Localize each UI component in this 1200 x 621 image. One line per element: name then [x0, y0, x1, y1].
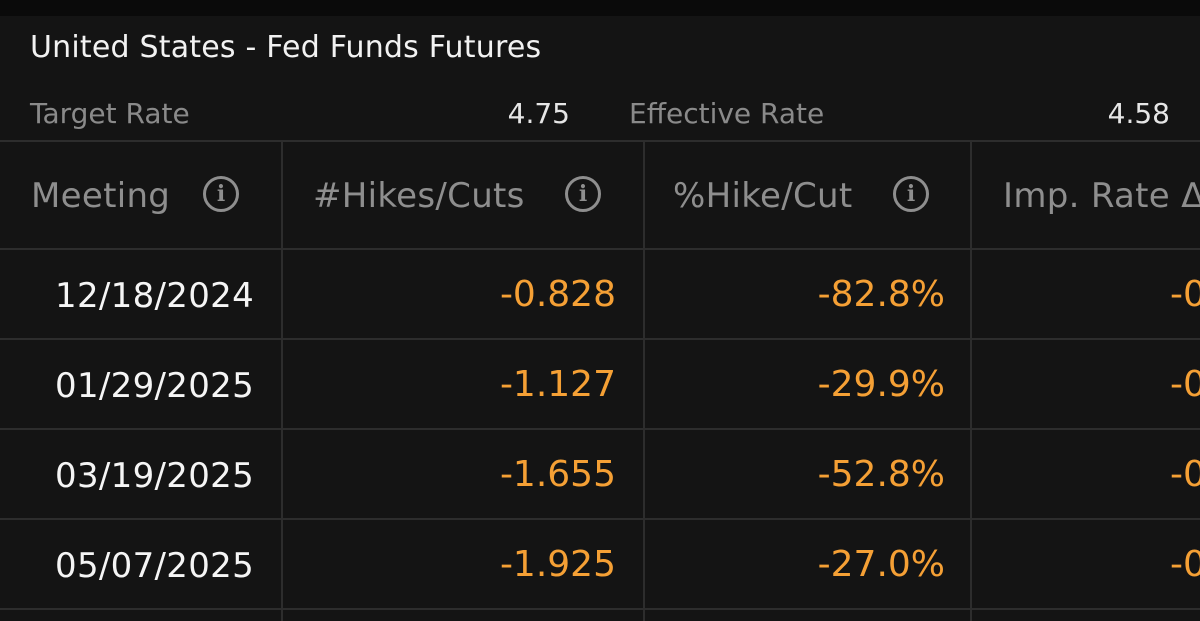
hikes-cuts-value: -1.925: [499, 544, 616, 585]
row-divider: [0, 518, 1200, 520]
info-icon[interactable]: i: [203, 176, 239, 212]
column-header-meeting[interactable]: Meeting: [31, 176, 171, 216]
column-header-hike-cut-pct[interactable]: %Hike/Cut: [673, 176, 853, 216]
hikes-cuts-value: -1.127: [499, 364, 616, 405]
row-divider: [0, 608, 1200, 610]
top-strip: [0, 0, 1200, 16]
row-divider: [0, 428, 1200, 430]
column-divider: [643, 141, 645, 621]
hikes-cuts-value: -0.828: [499, 274, 616, 315]
info-icon[interactable]: i: [893, 176, 929, 212]
column-divider: [970, 141, 972, 621]
meeting-date: 12/18/2024: [55, 276, 254, 316]
meeting-date: 03/19/2025: [55, 456, 254, 496]
imp-rate-delta-value: -0: [1170, 454, 1200, 495]
column-divider: [281, 141, 283, 621]
hike-cut-pct-value: -27.0%: [817, 544, 945, 585]
imp-rate-delta-value: -0: [1170, 274, 1200, 315]
target-rate-value: 4.75: [507, 97, 570, 130]
hike-cut-pct-value: -29.9%: [817, 364, 945, 405]
info-icon[interactable]: i: [565, 176, 601, 212]
hike-cut-pct-value: -82.8%: [817, 274, 945, 315]
hikes-cuts-value: -1.655: [499, 454, 616, 495]
panel-title: United States - Fed Funds Futures: [30, 30, 542, 65]
meeting-date: 01/29/2025: [55, 366, 254, 406]
column-header-imp-rate-delta[interactable]: Imp. Rate Δ: [1003, 176, 1200, 216]
meeting-date: 05/07/2025: [55, 546, 254, 586]
effective-rate-value: 4.58: [1107, 97, 1170, 130]
row-divider: [0, 338, 1200, 340]
column-header-hikes-cuts[interactable]: #Hikes/Cuts: [313, 176, 525, 216]
effective-rate-label: Effective Rate: [629, 97, 825, 130]
hike-cut-pct-value: -52.8%: [817, 454, 945, 495]
imp-rate-delta-value: -0: [1170, 364, 1200, 405]
imp-rate-delta-value: -0: [1170, 544, 1200, 585]
header-bottom-divider: [0, 248, 1200, 250]
header-top-divider: [0, 140, 1200, 142]
target-rate-label: Target Rate: [30, 97, 190, 130]
